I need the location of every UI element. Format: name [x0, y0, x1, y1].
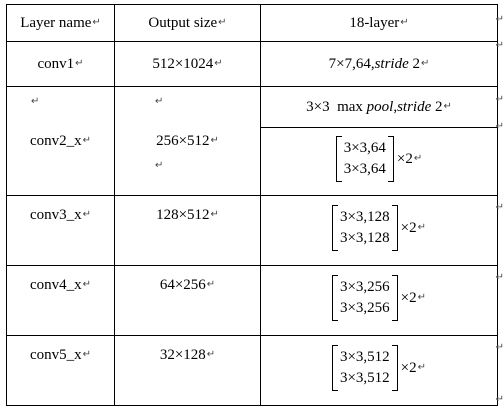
table-row: 3×3,64 3×3,64 ×2 ↵ — [7, 127, 498, 196]
paragraph-mark-icon: ↵ — [214, 58, 223, 69]
paragraph-mark-icon: ↵ — [443, 101, 452, 112]
paragraph-mark-icon: ↵ — [218, 17, 227, 28]
layer-name-cell: conv1↵ — [6, 41, 115, 87]
table-header-row: Layer name↵ Output size↵ 18-layer↵ — [6, 4, 498, 42]
header-output-size: Output size↵ — [114, 4, 261, 42]
paragraph-mark-icon: ↵ — [495, 121, 504, 132]
block-spec-cell: 3×3,256 3×3,256 ×2 ↵ — [260, 265, 498, 336]
resnet-architecture-table: Layer name↵ Output size↵ 18-layer↵ conv1… — [6, 4, 498, 406]
paragraph-mark-icon: ↵ — [82, 209, 92, 220]
table-row: conv4_x↵ 64×256↵ 3×3,256 3×3,256 ×2 ↵ — [6, 265, 498, 336]
block-matrix: 3×3,128 3×3,128 ×2 ↵ — [331, 205, 427, 251]
header-layer-name: Layer name↵ — [6, 4, 115, 42]
table-row: conv5_x↵ 32×128↵ 3×3,512 3×3,512 ×2 ↵ — [6, 335, 498, 406]
layer-name-cell: conv4_x↵ — [6, 265, 115, 336]
paragraph-mark-icon: ↵ — [495, 202, 504, 213]
block-matrix: 3×3,64 3×3,64 ×2 ↵ — [335, 136, 423, 182]
paragraph-mark-icon: ↵ — [421, 58, 430, 69]
block-matrix: 3×3,512 3×3,512 ×2 ↵ — [331, 345, 427, 391]
table-row: conv3_x↵ 128×512↵ 3×3,128 3×3,128 ×2 ↵ — [6, 195, 498, 266]
paragraph-mark-icon: ↵ — [155, 96, 164, 107]
paragraph-mark-icon: ↵ — [495, 40, 504, 51]
output-size-cell: 32×128↵ — [114, 335, 261, 406]
paragraph-mark-icon: ↵ — [417, 222, 427, 233]
table-row: ↵ conv2_x↵ ↵ 256×512↵ ↵ 3×3 max pool,str… — [6, 86, 498, 196]
block-spec-cell: 3×3,512 3×3,512 ×2 ↵ — [260, 335, 498, 406]
paragraph-mark-icon: ↵ — [210, 209, 219, 220]
paragraph-mark-icon: ↵ — [82, 349, 92, 360]
paragraph-mark-icon: ↵ — [495, 272, 504, 283]
header-18-layer: 18-layer↵ — [260, 4, 498, 42]
output-size-cell: ↵ 256×512↵ ↵ — [114, 86, 261, 196]
spec-cell: 7×7,64,stride 2↵ — [260, 41, 498, 87]
paragraph-mark-icon: ↵ — [210, 135, 219, 146]
paragraph-mark-icon: ↵ — [400, 17, 409, 28]
block-spec-cell: 3×3,64 3×3,64 ×2 ↵ — [260, 127, 498, 196]
paragraph-mark-icon: ↵ — [495, 14, 504, 25]
paragraph-mark-icon: ↵ — [82, 279, 92, 290]
paragraph-mark-icon: ↵ — [206, 349, 216, 360]
layer-name-cell: ↵ conv2_x↵ — [6, 86, 115, 196]
paragraph-mark-icon: ↵ — [75, 58, 84, 69]
block-spec-cell: 3×3,128 3×3,128 ×2 ↵ — [260, 195, 498, 266]
output-size-cell: 64×256↵ — [114, 265, 261, 336]
layer-name-cell: conv5_x↵ — [6, 335, 115, 406]
output-size-cell: 512×1024↵ — [114, 41, 261, 87]
layer-name-cell: conv3_x↵ — [6, 195, 115, 266]
output-size-cell: 128×512↵ — [114, 195, 261, 266]
paragraph-mark-icon: ↵ — [413, 153, 423, 164]
table-row: conv1↵ 512×1024↵ 7×7,64,stride 2↵ — [6, 41, 498, 87]
paragraph-mark-icon: ↵ — [495, 394, 504, 405]
block-matrix: 3×3,256 3×3,256 ×2 ↵ — [331, 275, 427, 321]
paragraph-mark-icon: ↵ — [92, 17, 101, 28]
paragraph-mark-icon: ↵ — [495, 94, 504, 105]
paragraph-mark-icon: ↵ — [155, 160, 164, 171]
pool-spec-cell: 3×3 max pool,stride 2↵ — [260, 86, 498, 128]
paragraph-mark-icon: ↵ — [31, 96, 40, 107]
paragraph-mark-icon: ↵ — [495, 342, 504, 353]
paragraph-mark-icon: ↵ — [417, 292, 427, 303]
paragraph-mark-icon: ↵ — [417, 362, 427, 373]
paragraph-mark-icon: ↵ — [206, 279, 216, 290]
paragraph-mark-icon: ↵ — [82, 135, 92, 146]
